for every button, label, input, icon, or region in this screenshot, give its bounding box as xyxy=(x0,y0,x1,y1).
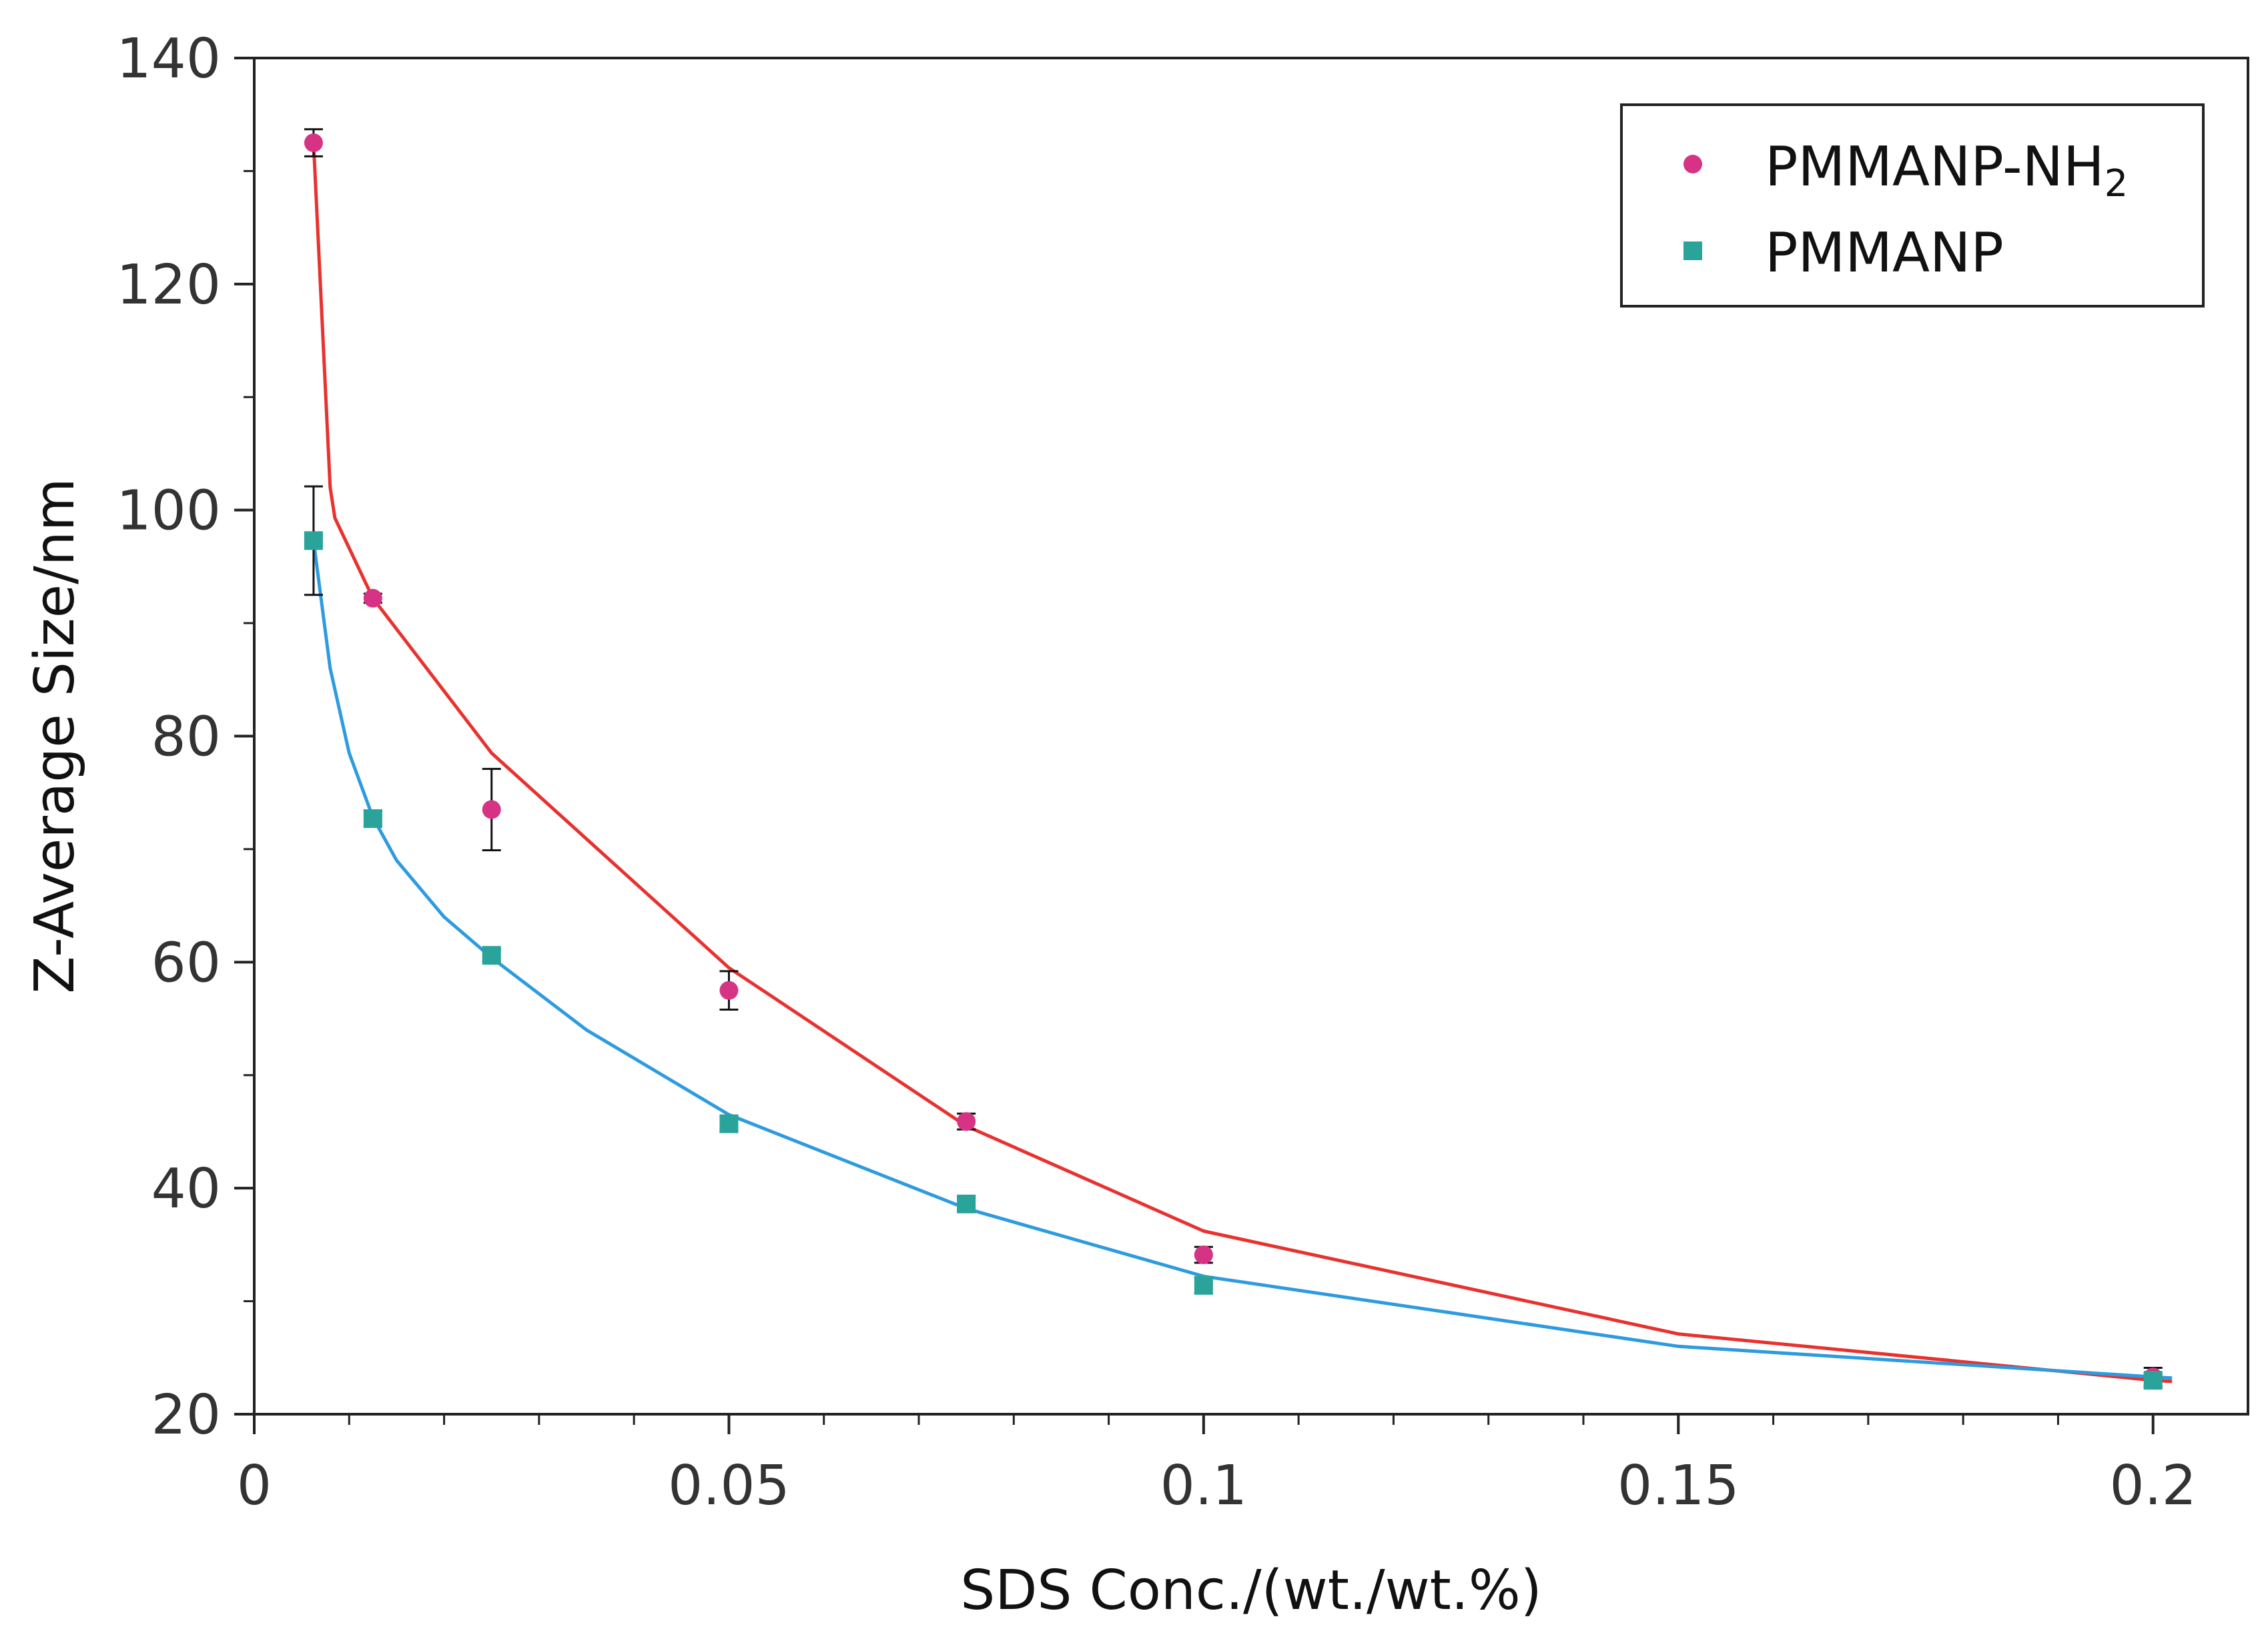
legend-box xyxy=(1620,103,2205,308)
y-tick-label: 100 xyxy=(116,480,221,543)
point-pmmanp xyxy=(482,946,501,965)
legend-marker-pmmanp xyxy=(1683,241,1702,260)
x-tick-label: 0.1 xyxy=(1160,1454,1247,1518)
y-axis: 20 40 60 80 100 120 140 xyxy=(116,27,254,1447)
point-pmmanp-nh2 xyxy=(957,1112,976,1131)
data-points xyxy=(304,128,2163,1390)
point-pmmanp-nh2 xyxy=(304,133,323,153)
x-tick-label: 0.15 xyxy=(1617,1454,1740,1518)
point-pmmanp xyxy=(304,531,323,550)
point-pmmanp-nh2 xyxy=(482,800,501,819)
point-pmmanp xyxy=(1194,1275,1213,1295)
point-pmmanp xyxy=(2143,1371,2163,1390)
legend-marker-pmmanp-nh2 xyxy=(1683,155,1702,173)
point-pmmanp-nh2 xyxy=(363,588,382,608)
fit-curves xyxy=(312,142,2173,1384)
x-tick-label: 0.05 xyxy=(668,1454,790,1518)
x-tick-label: 0 xyxy=(237,1454,272,1518)
y-tick-label: 60 xyxy=(151,931,221,995)
x-axis: 0 0.05 0.1 0.15 0.2 xyxy=(237,1414,2197,1518)
legend-label-pmmanp-nh2-subscript: 2 xyxy=(2105,162,2129,205)
point-pmmanp xyxy=(363,809,382,829)
legend: PMMANP-NH2 PMMANP xyxy=(1620,103,2205,308)
y-tick-label: 40 xyxy=(151,1157,221,1221)
y-tick-label: 80 xyxy=(151,706,221,769)
point-pmmanp xyxy=(719,1114,739,1133)
legend-label-pmmanp-nh2-main: PMMANP-NH xyxy=(1765,135,2105,199)
point-pmmanp xyxy=(957,1194,976,1213)
y-tick-label: 20 xyxy=(151,1384,221,1447)
point-pmmanp-nh2 xyxy=(719,981,739,1000)
point-pmmanp-nh2 xyxy=(1194,1245,1213,1265)
x-tick-label: 0.2 xyxy=(2110,1454,2197,1518)
legend-label-pmmanp-nh2: PMMANP-NH2 xyxy=(1765,135,2128,205)
fit-curve-pmmanp xyxy=(312,540,2173,1380)
y-tick-label: 140 xyxy=(116,27,221,91)
x-axis-title: SDS Conc./(wt./wt.%) xyxy=(960,1559,1542,1622)
y-tick-label: 120 xyxy=(116,253,221,317)
y-axis-title: Z-Average Size/nm xyxy=(23,478,87,993)
fit-curve-pmmanp-nh2 xyxy=(312,142,2173,1384)
legend-label-pmmanp: PMMANP xyxy=(1765,221,2004,285)
